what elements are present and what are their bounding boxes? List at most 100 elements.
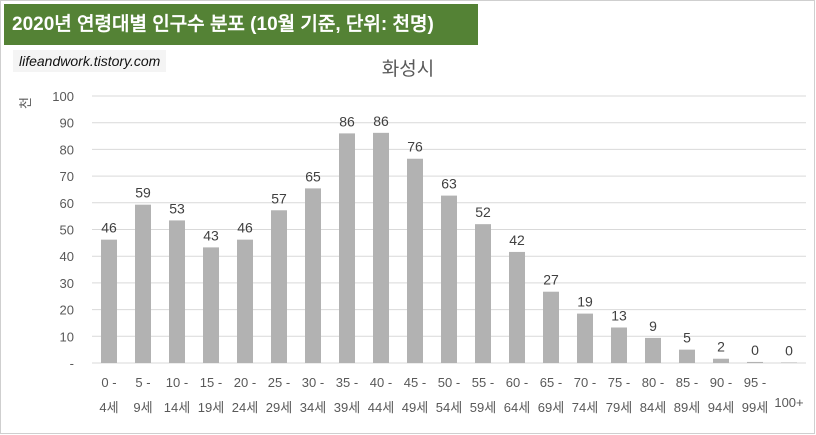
x-tick-label-top: 40 - — [370, 375, 392, 390]
y-tick-label: 40 — [60, 249, 74, 264]
x-tick-label-bottom: 4세 — [99, 400, 118, 415]
x-tick-label-bottom: 29세 — [266, 400, 292, 415]
data-label: 42 — [509, 232, 525, 248]
bar — [475, 224, 491, 363]
x-tick-label-bottom: 24세 — [232, 400, 258, 415]
x-tick-label-top: 65 - — [540, 375, 562, 390]
bar — [679, 349, 695, 363]
x-tick-label-bottom: 59세 — [470, 400, 496, 415]
x-tick-label-bottom: 9세 — [133, 400, 152, 415]
y-tick-label: 80 — [60, 142, 74, 157]
x-tick-label-top: 85 - — [676, 375, 698, 390]
x-tick-label-bottom: 14세 — [164, 400, 190, 415]
bar — [339, 133, 355, 363]
x-tick-label-top: 30 - — [302, 375, 324, 390]
bar — [101, 239, 117, 363]
y-tick-label: 30 — [60, 276, 74, 291]
data-label: 86 — [339, 113, 355, 129]
x-tick-label-top: 35 - — [336, 375, 358, 390]
bar — [305, 188, 321, 363]
bar — [135, 204, 151, 363]
x-tick-label-bottom: 64세 — [504, 400, 530, 415]
bar — [747, 361, 763, 363]
x-tick-label-top: 55 - — [472, 375, 494, 390]
bar — [407, 158, 423, 363]
data-label: 65 — [305, 168, 321, 184]
bar — [237, 239, 253, 363]
page-title: 2020년 연령대별 인구수 분포 (10월 기준, 단위: 천명) — [4, 4, 478, 45]
x-tick-label-top: 25 - — [268, 375, 290, 390]
x-tick-label-top: 45 - — [404, 375, 426, 390]
x-tick-label-top: 15 - — [200, 375, 222, 390]
x-tick-label-top: 70 - — [574, 375, 596, 390]
data-label: 9 — [649, 318, 657, 334]
data-label: 63 — [441, 176, 457, 192]
data-label: 53 — [169, 200, 185, 216]
x-tick-label-bottom: 84세 — [640, 400, 666, 415]
x-tick-label-bottom: 19세 — [198, 400, 224, 415]
data-label: 52 — [475, 204, 491, 220]
source-label: lifeandwork.tistory.com — [13, 50, 167, 72]
bar — [169, 220, 185, 363]
bar — [543, 291, 559, 363]
x-tick-label-bottom: 44세 — [368, 400, 394, 415]
data-label: 57 — [271, 190, 287, 206]
x-tick-label-bottom: 54세 — [436, 400, 462, 415]
x-tick-label-top: 5 - — [135, 375, 150, 390]
x-tick-label-bottom: 49세 — [402, 400, 428, 415]
bar — [203, 247, 219, 363]
x-tick-labels: 0 - 4세 5 - 9세 10 - 14세 15 - 19세 20 - 24세 25 - 29세 30… — [99, 375, 803, 415]
x-tick-label-top: 10 - — [166, 375, 188, 390]
x-tick-label-top: 20 - — [234, 375, 256, 390]
x-tick-label-top: 90 - — [710, 375, 732, 390]
x-tick-label-top: 95 - — [744, 375, 766, 390]
bar — [713, 358, 729, 363]
bar — [441, 195, 457, 363]
data-label: 46 — [101, 220, 117, 236]
data-label: 0 — [751, 342, 759, 358]
y-tick-label: 90 — [60, 116, 74, 131]
bars — [101, 132, 797, 363]
x-tick-label-bottom: 89세 — [674, 400, 700, 415]
x-tick-label-bottom: 39세 — [334, 400, 360, 415]
data-label: 86 — [373, 113, 389, 129]
x-tick-label-top: 75 - — [608, 375, 630, 390]
data-label: 27 — [543, 272, 559, 288]
data-label: 5 — [683, 330, 691, 346]
x-tick-label-top: 60 - — [506, 375, 528, 390]
x-tick-label-bottom: 34세 — [300, 400, 326, 415]
x-tick-label-bottom: 79세 — [606, 400, 632, 415]
bar — [509, 251, 525, 363]
y-tick-label: 50 — [60, 223, 74, 238]
data-label: 59 — [135, 185, 151, 201]
data-label: 0 — [785, 342, 793, 358]
x-tick-label-bottom: 94세 — [708, 400, 734, 415]
y-axis-label: 천 — [18, 97, 33, 109]
x-tick-label-bottom: 99세 — [742, 400, 768, 415]
bar — [611, 327, 627, 363]
data-label: 2 — [717, 339, 725, 355]
data-label: 19 — [577, 294, 593, 310]
data-label: 13 — [611, 307, 627, 323]
y-tick-label: 70 — [60, 169, 74, 184]
x-tick-label-top: 80 - — [642, 375, 664, 390]
y-tick-label: 60 — [60, 196, 74, 211]
data-label: 46 — [237, 220, 253, 236]
x-tick-label-bottom: 74세 — [572, 400, 598, 415]
y-tick-labels: - 10 20 30 40 50 60 70 80 90 100 — [52, 89, 74, 371]
x-tick-label-bottom: 100+ — [774, 395, 803, 410]
y-tick-label: 20 — [60, 303, 74, 318]
chart-title: 화성시 — [382, 58, 434, 80]
x-tick-label-top: 50 - — [438, 375, 460, 390]
data-label: 76 — [407, 139, 423, 155]
bar — [781, 362, 797, 363]
bar — [271, 210, 287, 363]
bar — [645, 337, 661, 363]
y-tick-label: 100 — [52, 89, 74, 104]
x-tick-label-bottom: 69세 — [538, 400, 564, 415]
y-tick-label: - — [70, 356, 74, 371]
bar — [373, 132, 389, 363]
